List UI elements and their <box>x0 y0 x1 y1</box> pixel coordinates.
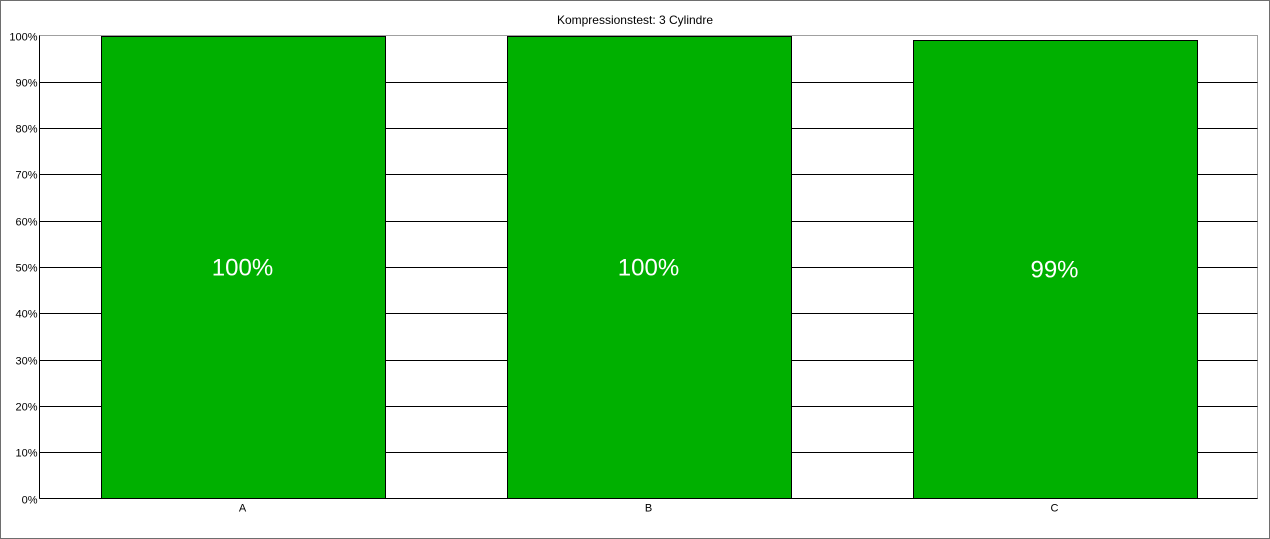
data-label: 100% <box>212 255 273 282</box>
y-tick-label: 0% <box>22 495 38 507</box>
y-tick-label: 90% <box>15 78 37 90</box>
data-label: 100% <box>618 255 679 282</box>
bar-A <box>101 36 386 499</box>
chart-title: Kompressionstest: 3 Cylindre <box>556 13 714 27</box>
y-tick-label: 10% <box>15 448 37 460</box>
y-tick-label: 20% <box>15 402 37 414</box>
y-tick-label: 40% <box>15 309 37 321</box>
x-tick-label: C <box>1051 503 1059 515</box>
x-tick-label: B <box>645 503 652 515</box>
y-tick-label: 60% <box>15 217 37 229</box>
y-tick-label: 100% <box>9 32 37 44</box>
y-tick-label: 80% <box>15 124 37 136</box>
y-tick-label: 30% <box>15 356 37 368</box>
bar-C <box>913 40 1198 499</box>
data-label: 99% <box>1030 257 1078 284</box>
x-tick-label: A <box>239 503 247 515</box>
bar-B <box>507 36 792 499</box>
y-tick-label: 50% <box>15 263 37 275</box>
y-tick-label: 70% <box>15 170 37 182</box>
